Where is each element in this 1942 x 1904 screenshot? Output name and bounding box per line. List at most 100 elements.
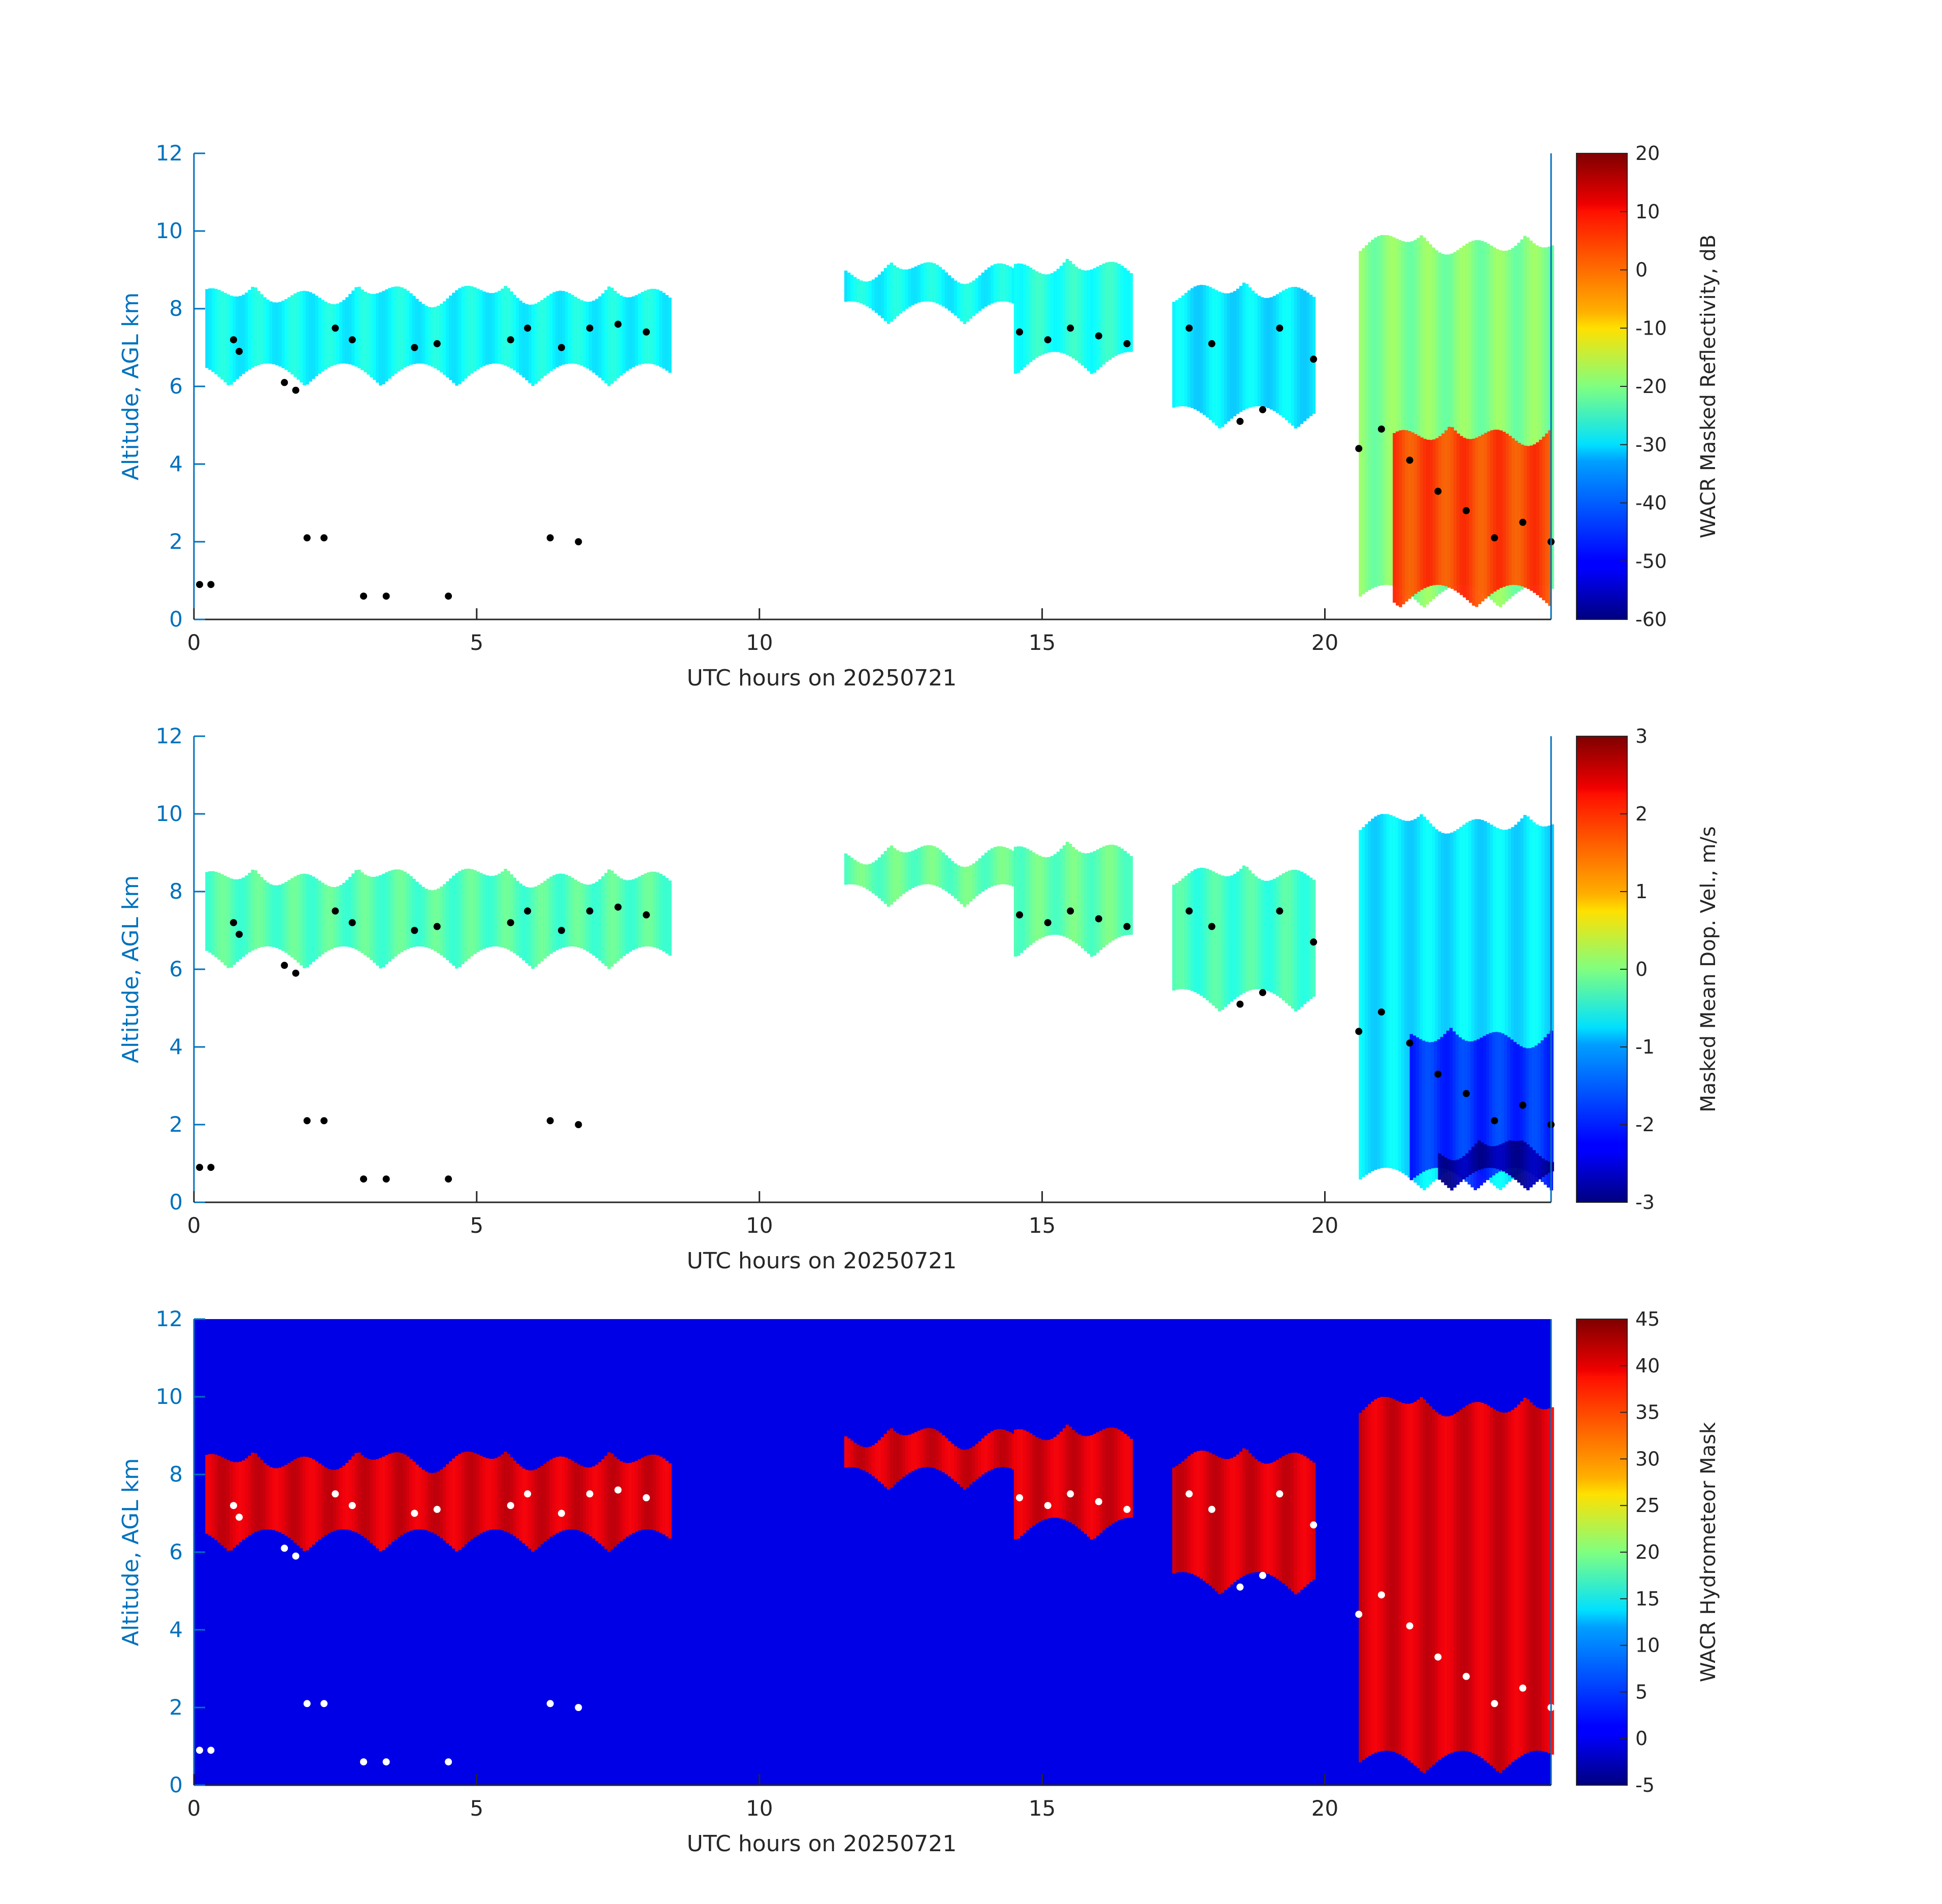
- data-point: [1462, 1672, 1470, 1680]
- cloud-column: [409, 876, 413, 948]
- cloud-column: [297, 875, 300, 963]
- panel-hydrometeor-mask: 0 2 4 6 8 10 12 0 5 10 15 20 Altitude, AGL km UTC h…: [118, 1306, 1720, 1857]
- cloud-column: [1368, 1404, 1371, 1756]
- cloud-column: [260, 294, 264, 365]
- colorbar-tick-label: 35: [1635, 1401, 1660, 1424]
- cloud-column: [1487, 431, 1491, 596]
- cloud-column: [1505, 434, 1509, 586]
- cloud-column: [1257, 878, 1261, 990]
- cloud-column: [1423, 816, 1426, 1191]
- cloud-column: [336, 303, 340, 365]
- cloud-column: [513, 294, 516, 371]
- cloud-column: [339, 302, 343, 364]
- cloud-column: [960, 866, 964, 904]
- cloud-column: [1429, 244, 1432, 602]
- cloud-column: [1435, 1412, 1438, 1762]
- cloud-column: [1441, 1156, 1444, 1183]
- cloud-column: [853, 860, 857, 885]
- cloud-column: [537, 302, 541, 381]
- cloud-column: [278, 884, 282, 949]
- y-tick-label: 6: [169, 957, 183, 981]
- cloud-column: [1035, 271, 1039, 358]
- cloud-column: [275, 302, 279, 366]
- cloud-column: [1515, 440, 1518, 585]
- cloud-column: [510, 874, 513, 951]
- x-tick-label: 15: [1029, 630, 1056, 655]
- data-point: [348, 336, 356, 344]
- cloud-column: [495, 1458, 498, 1529]
- cloud-column: [245, 875, 248, 955]
- cloud-column: [1505, 1413, 1508, 1767]
- cloud-column: [632, 879, 635, 950]
- cloud-column: [969, 282, 973, 319]
- cloud-column: [1362, 1410, 1365, 1760]
- cloud-column: [1193, 869, 1197, 993]
- cloud-column: [1248, 870, 1252, 991]
- cloud-column: [236, 296, 239, 379]
- cloud-column: [1117, 846, 1121, 937]
- data-point: [433, 923, 441, 930]
- cloud-column: [257, 291, 260, 365]
- cloud-column: [1359, 1413, 1362, 1762]
- data-point: [292, 1552, 300, 1560]
- cloud-column: [376, 293, 379, 383]
- x-axis-label: UTC hours on 20250721: [687, 665, 957, 691]
- x-axis-label: UTC hours on 20250721: [687, 1831, 957, 1857]
- cloud-column: [479, 290, 483, 368]
- cloud-column: [1129, 273, 1133, 352]
- y-tick-label: 6: [169, 374, 183, 399]
- cloud-column: [874, 1443, 878, 1479]
- cloud-column: [853, 1442, 857, 1468]
- cloud-column: [1083, 270, 1088, 369]
- cloud-column: [1423, 439, 1427, 588]
- cloud-column: [1437, 1039, 1441, 1168]
- data-point: [575, 1121, 582, 1128]
- cloud-column: [1196, 868, 1200, 994]
- data-point: [348, 919, 356, 927]
- data-point: [1491, 1117, 1498, 1125]
- cloud-column: [1019, 846, 1024, 953]
- cloud-column: [574, 297, 577, 364]
- cloud-column: [214, 871, 218, 958]
- cloud-column: [470, 869, 474, 957]
- cloud-column: [1272, 1461, 1276, 1577]
- cloud-column: [367, 876, 370, 958]
- cloud-column: [519, 301, 522, 375]
- cloud-column: [1123, 850, 1127, 936]
- cloud-column: [1285, 1454, 1289, 1586]
- cloud-column: [391, 870, 394, 959]
- cloud-column: [1172, 1467, 1176, 1573]
- cloud-column: [920, 1429, 924, 1468]
- cloud-column: [458, 288, 462, 384]
- cloud-column: [1401, 1403, 1405, 1756]
- colorbar-label: Masked Mean Dop. Vel., m/s: [1697, 826, 1720, 1112]
- cloud-column: [565, 291, 568, 364]
- x-tick-label: 0: [187, 630, 201, 655]
- cloud-column: [1417, 436, 1421, 592]
- cloud-column: [1404, 820, 1408, 1175]
- x-tick-label: 15: [1029, 1213, 1056, 1238]
- cloud-column: [1487, 1405, 1490, 1763]
- cloud-column: [644, 873, 647, 947]
- cloud-column: [357, 869, 361, 951]
- data-point: [433, 1505, 441, 1513]
- cloud-column: [877, 1440, 881, 1482]
- cloud-column: [297, 292, 300, 380]
- cloud-column: [1032, 852, 1036, 943]
- cloud-column: [613, 1456, 617, 1547]
- cloud-column: [619, 296, 623, 376]
- cloud-column: [1386, 814, 1390, 1168]
- cloud-column: [635, 878, 638, 949]
- cloud-column: [409, 1459, 413, 1531]
- cloud-column: [1398, 240, 1402, 589]
- cloud-column: [653, 288, 656, 365]
- cloud-column: [981, 1438, 985, 1474]
- y-tick-label: 0: [169, 1772, 183, 1797]
- cloud-column: [1202, 1451, 1206, 1581]
- cloud-column: [1371, 818, 1374, 1171]
- cloud-column: [1471, 1402, 1475, 1753]
- cloud-column: [1083, 1436, 1088, 1534]
- cloud-column: [284, 299, 288, 370]
- cloud-column: [1447, 426, 1451, 587]
- cloud-column: [220, 874, 224, 963]
